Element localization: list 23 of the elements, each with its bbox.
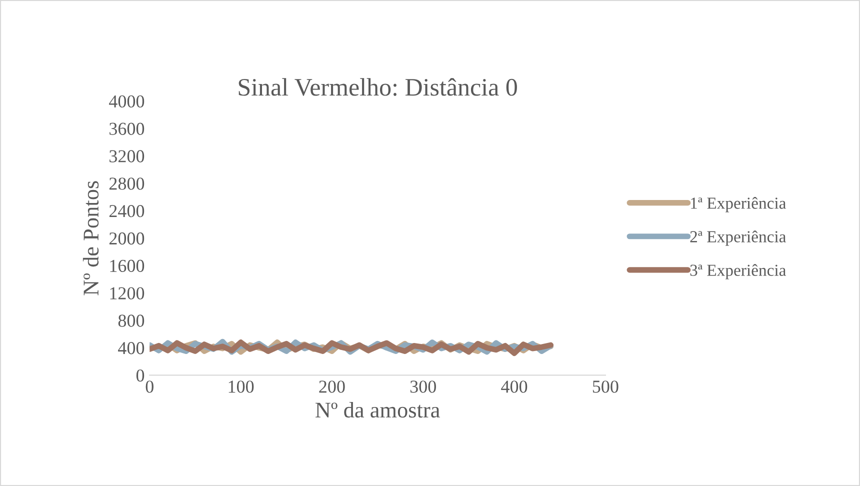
x-tick-label: 300 xyxy=(410,380,436,393)
y-tick-label: 2400 xyxy=(109,204,144,218)
y-tick-label: 2000 xyxy=(109,232,144,245)
y-axis-title: Nº de Pontos xyxy=(82,181,99,296)
y-tick-label: 1600 xyxy=(110,260,144,272)
x-tick-label: 0 xyxy=(146,380,154,393)
y-tick-label: 0 xyxy=(136,369,144,382)
y-tick-label: 3200 xyxy=(110,150,144,162)
x-tick-label: 200 xyxy=(319,380,345,393)
x-tick-label: 500 xyxy=(592,380,618,393)
chart-title: Sinal Vermelho: Distância 0 xyxy=(238,78,517,96)
x-tick-label: 100 xyxy=(228,380,254,393)
y-tick-label: 2800 xyxy=(109,178,144,190)
y-tick-label: 1200 xyxy=(110,287,144,300)
legend-label: 2ª Experiência xyxy=(690,230,786,246)
y-tick-label: 800 xyxy=(118,314,144,327)
y-tick-label: 3600 xyxy=(110,122,144,135)
y-tick-label: 4000 xyxy=(109,95,144,108)
x-tick-label: 400 xyxy=(501,380,528,393)
y-tick-label: 400 xyxy=(118,342,144,354)
legend-label: 1ª Experiência xyxy=(691,197,786,212)
legend-label: 3ª Experiência xyxy=(690,264,786,280)
x-axis-title: Nº da amostra xyxy=(315,402,440,418)
